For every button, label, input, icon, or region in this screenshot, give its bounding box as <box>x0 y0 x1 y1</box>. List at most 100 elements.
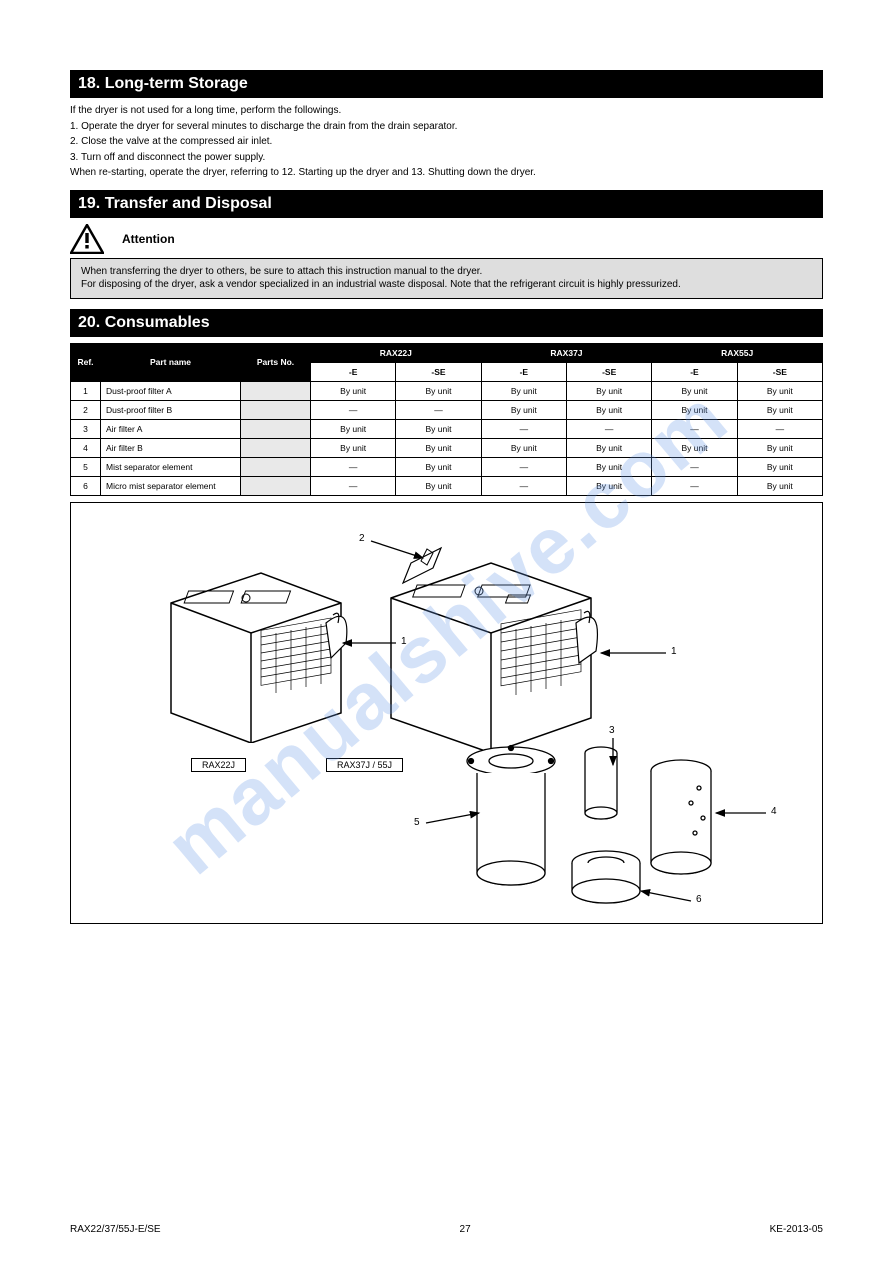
col-no: Parts No. <box>241 343 311 381</box>
figure-ref-1b: 1 <box>671 646 677 657</box>
table-cell: Air filter A <box>101 419 241 438</box>
table-row: 5Mist separator element—By unit—By unit—… <box>71 457 823 476</box>
figure-ref-1a: 1 <box>401 636 407 647</box>
table-cell: 6 <box>71 476 101 495</box>
table-cell: Mist separator element <box>101 457 241 476</box>
table-cell: By unit <box>652 381 737 400</box>
col-sub: -SE <box>396 362 481 381</box>
table-cell: By unit <box>481 381 566 400</box>
table-cell: By unit <box>481 438 566 457</box>
table-cell: By unit <box>737 438 822 457</box>
figure-ref-6: 6 <box>696 894 702 905</box>
figure-label-right: RAX37J / 55J <box>326 758 403 772</box>
table-cell: By unit <box>396 476 481 495</box>
s18-line: 2. Close the valve at the compressed air… <box>70 135 823 149</box>
table-cell <box>241 438 311 457</box>
table-cell: By unit <box>737 457 822 476</box>
table-cell: 4 <box>71 438 101 457</box>
page-footer: RAX22/37/55J-E/SE 27 KE-2013-05 <box>70 1224 823 1235</box>
attention-box: When transferring the dryer to others, b… <box>70 258 823 299</box>
table-cell: By unit <box>396 457 481 476</box>
col-sub: -SE <box>566 362 651 381</box>
table-cell: Dust-proof filter B <box>101 400 241 419</box>
table-cell: By unit <box>396 438 481 457</box>
table-cell <box>241 381 311 400</box>
col-sub: -E <box>652 362 737 381</box>
section-20-title: 20. Consumables <box>70 309 823 337</box>
col-group: RAX37J <box>481 343 652 362</box>
s18-line: 3. Turn off and disconnect the power sup… <box>70 151 823 165</box>
warning-triangle-icon <box>70 224 104 254</box>
table-cell: — <box>737 419 822 438</box>
col-sub: -E <box>311 362 396 381</box>
table-row: 3Air filter ABy unitBy unit———— <box>71 419 823 438</box>
section-18-title: 18. Long-term Storage <box>70 70 823 98</box>
table-cell: Dust-proof filter A <box>101 381 241 400</box>
col-sub: -E <box>481 362 566 381</box>
table-cell <box>241 419 311 438</box>
table-cell: By unit <box>566 438 651 457</box>
col-ref: Ref. <box>71 343 101 381</box>
table-cell: By unit <box>311 438 396 457</box>
table-cell: By unit <box>566 457 651 476</box>
table-row: 2Dust-proof filter B——By unitBy unitBy u… <box>71 400 823 419</box>
s18-line: When re-starting, operate the dryer, ref… <box>70 166 823 180</box>
attention-row: Attention <box>70 224 823 254</box>
figure-ref-5: 5 <box>414 817 420 828</box>
table-cell: — <box>311 457 396 476</box>
table-cell: 3 <box>71 419 101 438</box>
table-cell: By unit <box>566 400 651 419</box>
consumables-figure: RAX22J RAX37J / 55J 1 1 2 3 4 5 6 <box>70 502 823 924</box>
col-part: Part name <box>101 343 241 381</box>
s18-line: If the dryer is not used for a long time… <box>70 104 823 118</box>
table-cell: Air filter B <box>101 438 241 457</box>
table-cell: 2 <box>71 400 101 419</box>
table-cell: By unit <box>566 381 651 400</box>
table-cell: By unit <box>737 381 822 400</box>
table-cell: By unit <box>566 476 651 495</box>
table-cell: — <box>311 476 396 495</box>
table-cell: By unit <box>737 400 822 419</box>
table-cell: By unit <box>396 419 481 438</box>
table-cell: — <box>652 476 737 495</box>
figure-label-left: RAX22J <box>191 758 246 772</box>
section-19-title: 19. Transfer and Disposal <box>70 190 823 218</box>
table-cell: Micro mist separator element <box>101 476 241 495</box>
table-cell <box>241 400 311 419</box>
figure-arrows-svg <box>71 503 823 923</box>
table-cell: By unit <box>652 400 737 419</box>
table-cell: By unit <box>737 476 822 495</box>
table-cell: By unit <box>396 381 481 400</box>
table-cell: By unit <box>481 400 566 419</box>
table-cell: — <box>652 457 737 476</box>
col-group: RAX55J <box>652 343 823 362</box>
s18-line: 1. Operate the dryer for several minutes… <box>70 120 823 134</box>
table-cell: — <box>481 457 566 476</box>
col-group: RAX22J <box>311 343 482 362</box>
table-cell: — <box>481 476 566 495</box>
attention-label: Attention <box>122 232 175 246</box>
table-cell: 5 <box>71 457 101 476</box>
table-row: 6Micro mist separator element—By unit—By… <box>71 476 823 495</box>
consumables-table: Ref. Part name Parts No. RAX22J RAX37J R… <box>70 343 823 496</box>
table-row: 4Air filter BBy unitBy unitBy unitBy uni… <box>71 438 823 457</box>
table-cell: — <box>481 419 566 438</box>
footer-right: KE-2013-05 <box>770 1224 823 1235</box>
table-cell: — <box>396 400 481 419</box>
figure-ref-4: 4 <box>771 806 777 817</box>
table-cell: — <box>652 419 737 438</box>
table-cell <box>241 476 311 495</box>
footer-page: 27 <box>460 1224 471 1235</box>
table-cell <box>241 457 311 476</box>
table-cell: By unit <box>311 419 396 438</box>
section-18-body: If the dryer is not used for a long time… <box>70 104 823 180</box>
table-cell: 1 <box>71 381 101 400</box>
table-row: 1Dust-proof filter ABy unitBy unitBy uni… <box>71 381 823 400</box>
footer-left: RAX22/37/55J-E/SE <box>70 1224 161 1235</box>
table-cell: By unit <box>652 438 737 457</box>
table-cell: — <box>311 400 396 419</box>
figure-ref-2: 2 <box>359 533 365 544</box>
figure-ref-3: 3 <box>609 725 615 736</box>
col-sub: -SE <box>737 362 822 381</box>
table-cell: By unit <box>311 381 396 400</box>
